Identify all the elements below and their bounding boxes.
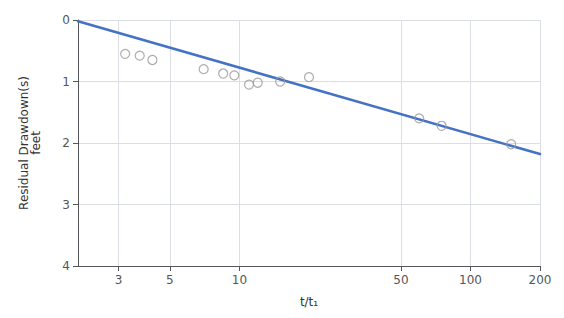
svg-text:feet: feet	[29, 131, 43, 155]
svg-text:5: 5	[166, 273, 174, 287]
svg-text:100: 100	[459, 273, 482, 287]
svg-text:Residual Drawdown(s): Residual Drawdown(s)	[17, 76, 31, 210]
svg-text:1: 1	[62, 75, 70, 89]
svg-text:0: 0	[62, 13, 70, 27]
svg-text:2: 2	[62, 136, 70, 150]
svg-text:3: 3	[62, 198, 70, 212]
svg-text:50: 50	[393, 273, 408, 287]
svg-text:200: 200	[529, 273, 552, 287]
svg-text:3: 3	[115, 273, 123, 287]
svg-text:4: 4	[62, 259, 70, 273]
svg-text:t/t₁: t/t₁	[300, 295, 318, 309]
svg-text:10: 10	[232, 273, 247, 287]
